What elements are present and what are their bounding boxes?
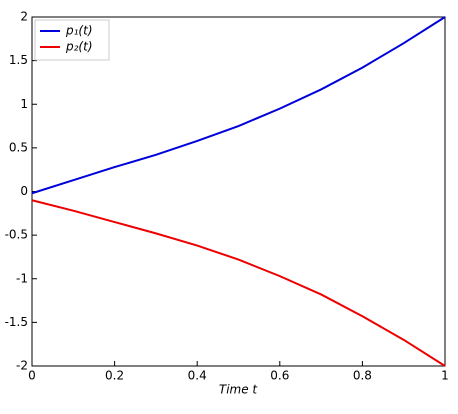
legend-label: p₂(t) xyxy=(65,40,93,54)
y-tick-label: -2 xyxy=(16,359,28,373)
y-tick-label: -1 xyxy=(16,271,28,285)
x-tick-label: 0.4 xyxy=(188,369,207,383)
y-tick-label: 2 xyxy=(20,10,28,24)
plot-frame xyxy=(31,16,446,367)
x-axis-label: Time t xyxy=(219,383,259,397)
x-tick-label: 0 xyxy=(28,369,36,383)
y-tick-label: 0 xyxy=(20,184,28,198)
series-line xyxy=(31,16,446,195)
y-tick-label: 0.5 xyxy=(9,140,28,154)
y-tick-label: -0.5 xyxy=(5,228,28,242)
x-tick-label: 0.6 xyxy=(270,369,289,383)
y-tick-label: -1.5 xyxy=(5,315,28,329)
y-tick-label: 1.5 xyxy=(9,53,28,67)
x-tick-label: 0.8 xyxy=(353,369,372,383)
y-tick-label: 1 xyxy=(20,97,28,111)
x-tick-label: 1 xyxy=(441,369,449,383)
legend-box xyxy=(34,19,110,61)
legend-label: p₁(t) xyxy=(65,24,93,38)
x-tick-label: 0.2 xyxy=(105,369,124,383)
series-line xyxy=(31,199,446,367)
